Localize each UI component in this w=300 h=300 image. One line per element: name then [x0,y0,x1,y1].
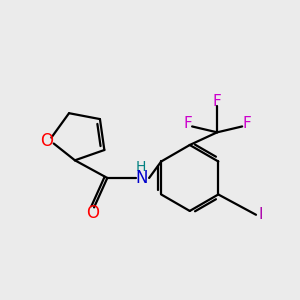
Text: H: H [136,160,146,174]
Text: O: O [86,204,99,222]
Text: N: N [135,169,147,187]
Text: F: F [242,116,251,131]
Text: F: F [213,94,221,109]
Text: I: I [258,207,263,222]
Text: O: O [40,132,53,150]
Text: F: F [183,116,192,131]
